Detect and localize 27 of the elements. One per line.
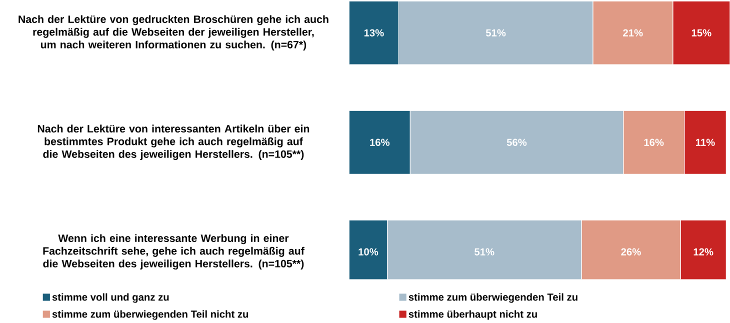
legend-label: stimme voll und ganz zu [52,293,169,303]
data-label: 15% [692,29,712,36]
bar [398,0,594,65]
bar [623,110,685,174]
data-label: 56% [506,138,527,146]
data-label: 51% [486,29,506,36]
bar [349,110,410,174]
data-label: 10% [358,248,378,256]
data-label: 16% [644,138,664,146]
bar [410,110,624,174]
data-label: 21% [623,29,643,36]
data-label: 12% [694,248,714,256]
data-label: 16% [370,138,390,146]
legend-label: stimme überhaupt nicht zu [408,310,537,320]
data-label: 11% [696,138,715,146]
data-label: 51% [474,248,494,256]
bar [684,110,726,174]
bar [349,0,399,65]
bar [592,0,674,65]
y-tick-label: Nach der Lektüre von interessanten Artikeln über ein bestimmtes Produkt gehe ich auch regelmäßig auf die Webseiten des jeweiligen Herstellers. (n=105**) [38,124,310,160]
legend-label: stimme zum überwiegenden Teil nicht zu [52,310,248,320]
data-label: 26% [621,248,641,256]
data-label: 13% [364,29,384,36]
y-tick-label: Nach der Lektüre von gedruckten Broschüren gehe ich auch regelmäßig auf die Webseiten der jeweiligen Hersteller, um nach weiteren Informationen zu suchen. (n=67*) [18,15,328,50]
legend-label: stimme zum überwiegenden Teil zu [408,293,578,303]
bar [672,0,730,65]
y-tick-label: Wenn ich eine interessante Werbung in einer Fachzeitschrift sehe, gehe ich auch regelmäßig auf die Webseiten des jeweiligen Herstellers. (n=105**) [43,234,304,270]
